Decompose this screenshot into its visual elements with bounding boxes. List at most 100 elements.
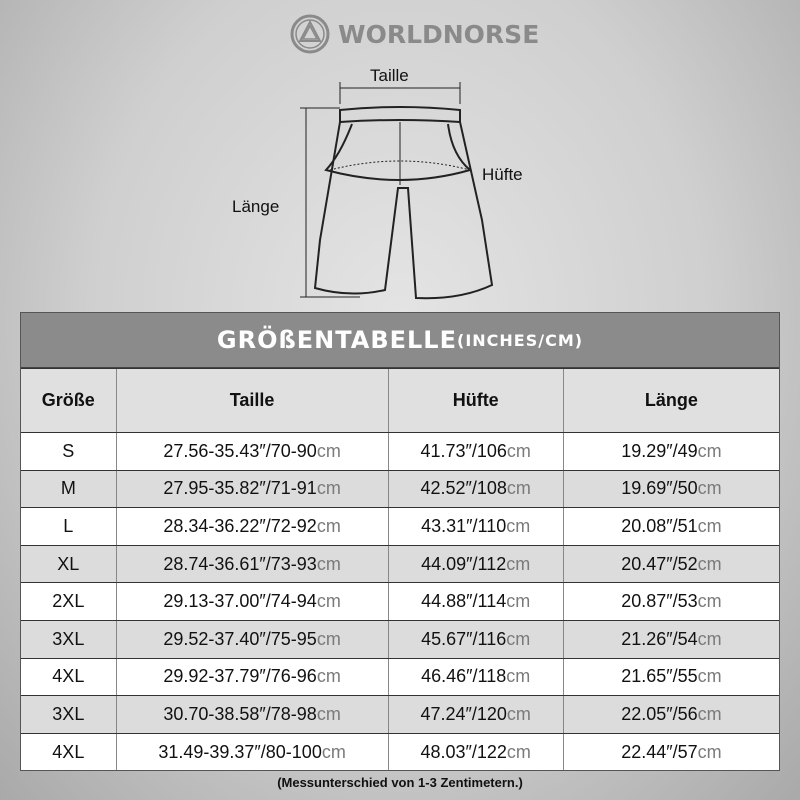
length-cell-value: 21.26″/54 — [621, 628, 698, 649]
length-cell: 21.26″/54 cm — [562, 620, 779, 658]
unit-label: cm — [316, 591, 341, 612]
length-cell: 19.69″/50 cm — [562, 470, 779, 508]
length-cell: 20.08″/51 cm — [562, 508, 779, 545]
hip-cell: 42.52″/108 cm — [387, 470, 563, 508]
shorts-illustration — [300, 82, 494, 300]
size-table: GRÖßENTABELLE (INCHES/CM) Größe Taille Hü… — [20, 312, 780, 772]
size-cell-value: 4XL — [52, 666, 85, 687]
unit-label: cm — [316, 553, 341, 574]
unit-label: cm — [697, 703, 722, 724]
unit-label: cm — [697, 628, 722, 649]
table-title-units: (INCHES/CM) — [457, 330, 584, 350]
unit-label: cm — [506, 553, 531, 574]
unit-label: cm — [506, 666, 531, 687]
hip-cell: 43.31″/110 cm — [387, 508, 563, 545]
size-cell: 3XL — [21, 621, 116, 658]
hip-cell: 45.67″/116 cm — [387, 620, 563, 658]
length-cell: 20.87″/53 cm — [562, 583, 779, 620]
waist-cell: 27.95-35.82″/71-91 cm — [115, 470, 388, 508]
size-cell: 3XL — [21, 696, 116, 733]
size-cell-value: L — [63, 515, 74, 536]
valknut-icon — [290, 14, 330, 54]
waist-cell: 29.13-37.00″/74-94 cm — [115, 583, 388, 620]
table-row: 3XL 30.70-38.58″/78-98 cm 47.24″/120 cm 22.05… — [21, 695, 779, 733]
length-cell-value: 19.69″/50 — [621, 478, 698, 499]
header-length: Länge — [562, 369, 779, 432]
waist-cell-value: 29.92-37.79″/76-96 — [163, 666, 317, 687]
waist-cell-value: 31.49-39.37″/80-100 — [158, 741, 322, 762]
unit-label: cm — [316, 515, 341, 536]
waist-cell-value: 29.13-37.00″/74-94 — [163, 591, 317, 612]
length-label: Länge — [232, 197, 280, 216]
size-cell: 4XL — [21, 734, 116, 771]
hip-cell: 41.73″/106 cm — [387, 433, 563, 470]
unit-label: cm — [316, 440, 341, 461]
length-cell-value: 19.29″/49 — [621, 440, 698, 461]
waist-cell: 29.92-37.79″/76-96 cm — [115, 658, 388, 696]
unit-label: cm — [697, 553, 722, 574]
unit-label: cm — [316, 666, 341, 687]
length-cell-value: 22.44″/57 — [621, 741, 698, 762]
length-cell-value: 22.05″/56 — [621, 703, 698, 724]
table-row: S 27.56-35.43″/70-90 cm 41.73″/106 cm 19.29″/… — [21, 432, 779, 470]
size-cell-value: M — [60, 478, 76, 499]
table-row: 3XL 29.52-37.40″/75-95 cm 45.67″/116 cm 21.26… — [21, 619, 779, 658]
unit-label: cm — [697, 591, 722, 612]
unit-label: cm — [697, 515, 722, 536]
table-title-text: GRÖßENTABELLE — [216, 326, 457, 354]
waist-cell: 31.49-39.37″/80-100 cm — [115, 733, 388, 771]
size-cell: XL — [21, 546, 116, 583]
hip-cell: 44.09″/112 cm — [387, 545, 563, 583]
brand-logo: WORLDNORSE — [290, 14, 539, 54]
length-cell: 19.29″/49 cm — [562, 433, 779, 470]
unit-label: cm — [697, 741, 722, 762]
table-row: M 27.95-35.82″/71-91 cm 42.52″/108 cm 19.69″/… — [21, 469, 779, 508]
length-cell: 22.44″/57 cm — [562, 733, 779, 771]
hip-cell-value: 48.03″/122 — [420, 741, 507, 762]
unit-label: cm — [506, 591, 531, 612]
waist-cell: 28.74-36.61″/73-93 cm — [115, 545, 388, 583]
waist-cell-value: 28.34-36.22″/72-92 — [163, 515, 317, 536]
size-cell: 2XL — [21, 583, 116, 620]
hip-cell-value: 44.88″/114 — [421, 591, 507, 612]
size-cell: S — [21, 433, 116, 470]
unit-label: cm — [697, 666, 722, 687]
size-cell-value: 3XL — [52, 703, 85, 724]
waist-label: Taille — [370, 66, 409, 85]
unit-label: cm — [506, 515, 531, 536]
size-cell-value: 2XL — [52, 591, 85, 612]
hip-label: Hüfte — [482, 165, 523, 184]
length-cell: 20.47″/52 cm — [562, 545, 779, 583]
length-cell-value: 21.65″/55 — [621, 666, 698, 687]
waist-cell-value: 30.70-38.58″/78-98 — [163, 703, 317, 724]
hip-cell: 44.88″/114 cm — [387, 583, 563, 620]
size-cell-value: S — [62, 440, 75, 461]
size-cell: L — [21, 508, 116, 545]
unit-label: cm — [316, 703, 341, 724]
waist-cell-value: 27.56-35.43″/70-90 — [163, 440, 317, 461]
table-row: XL 28.74-36.61″/73-93 cm 44.09″/112 cm 20.47″… — [21, 544, 779, 583]
hip-cell: 47.24″/120 cm — [387, 696, 563, 733]
hip-cell-value: 44.09″/112 — [421, 553, 507, 574]
table-title: GRÖßENTABELLE (INCHES/CM) — [21, 313, 779, 368]
table-row: L 28.34-36.22″/72-92 cm 43.31″/110 cm 20.08″/… — [21, 507, 779, 545]
waist-cell: 28.34-36.22″/72-92 cm — [115, 508, 388, 545]
size-cell: M — [21, 471, 116, 508]
waist-cell-value: 28.74-36.61″/73-93 — [163, 553, 317, 574]
unit-label: cm — [506, 440, 531, 461]
header-hip: Hüfte — [387, 369, 563, 432]
length-cell: 22.05″/56 cm — [562, 696, 779, 733]
unit-label: cm — [506, 478, 531, 499]
size-cell-value: 3XL — [52, 628, 85, 649]
waist-cell: 27.56-35.43″/70-90 cm — [115, 433, 388, 470]
shorts-diagram: Taille Hüfte Länge — [220, 60, 540, 305]
hip-cell-value: 41.73″/106 — [420, 440, 507, 461]
header-waist: Taille — [115, 369, 388, 432]
unit-label: cm — [697, 478, 722, 499]
length-cell: 21.65″/55 cm — [562, 658, 779, 696]
table-row: 2XL 29.13-37.00″/74-94 cm 44.88″/114 cm 20.87… — [21, 582, 779, 620]
unit-label: cm — [506, 628, 531, 649]
hip-cell: 46.46″/118 cm — [387, 658, 563, 696]
table-row: 4XL 29.92-37.79″/76-96 cm 46.46″/118 cm 21.65… — [21, 657, 779, 696]
unit-label: cm — [506, 703, 531, 724]
